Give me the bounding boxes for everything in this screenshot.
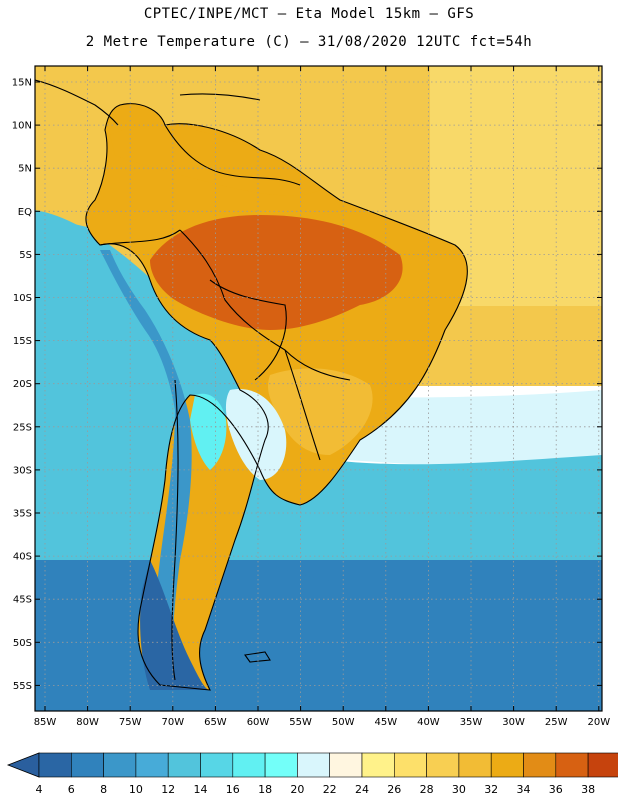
coastline-central-america [35,79,119,126]
lat-tick-label: 35S [13,509,32,520]
lon-tick-label: 25W [545,717,568,728]
lon-tick-label: 85W [34,717,57,728]
colorbar-swatch [167,752,201,778]
lat-tick-label: 5S [19,250,32,261]
colorbar-label: 32 [484,783,498,796]
colorbar-label: 28 [420,783,434,796]
colorbar-label: 26 [387,783,401,796]
lon-tick-label: 50W [332,717,355,728]
colorbar-swatch [297,752,330,778]
border-argentina-chile [171,379,179,681]
lat-tick-label: EQ [18,207,32,218]
colorbar-swatch [393,752,427,778]
colorbar-swatch [103,752,137,778]
lon-tick-label: 65W [204,717,227,728]
border-brazil-south [284,349,321,461]
coastline-caribbean [179,93,261,101]
lon-tick-label: 60W [247,717,270,728]
colorbar-swatch [200,752,234,778]
colorbar-label: 16 [226,783,240,796]
land-mild-south-brazil [268,368,373,455]
colorbar-swatch [523,752,557,778]
lon-tick-label: 75W [119,717,142,728]
colorbar: 4 6 8 10 12 14 16 18 20 22 24 26 28 30 32 34 36 38 [6,752,618,796]
colorbar-swatch [587,752,618,778]
ocean-pacific-cool [35,215,170,560]
colorbar-label: 18 [258,783,272,796]
colorbar-swatch [458,752,492,778]
lon-tick-label: 55W [289,717,312,728]
colorbar-label: 24 [355,783,369,796]
lon-tick-label: 45W [374,717,397,728]
colorbar-under-arrow [6,752,40,778]
lon-tick-label: 30W [502,717,525,728]
lat-tick-label: 10N [12,121,32,132]
colorbar-swatch [361,752,395,778]
colorbar-swatch [426,752,460,778]
lon-tick-label: 20W [587,717,610,728]
chart-title-line1: CPTEC/INPE/MCT – Eta Model 15km – GFS [143,6,475,22]
colorbar-swatch [329,752,363,778]
land-cool-chaco [190,393,227,470]
chart-title-line2: 2 Metre Temperature (C) – 31/08/2020 12U… [85,34,533,50]
colorbar-label: 12 [161,783,175,796]
coastline-south-america [85,103,468,691]
coastlines [35,79,468,691]
graticule [35,66,602,711]
lat-tick-label: 15S [13,336,32,347]
colorbar-label: 20 [290,783,304,796]
ocean-cold-southeast [260,560,602,711]
colorbar-label: 4 [36,783,43,796]
border-bolivia [209,279,287,381]
colorbar-label: 36 [549,783,563,796]
border-venezuela [164,124,301,186]
lat-tick-label: 5N [18,164,32,175]
lat-tick-label: 25S [13,422,32,433]
map-field [35,66,602,711]
map-axes: 15N 10N 5N EQ 5S 10S 15S 20S 25S 30S 35S 40S 45S 50S 5… [12,66,610,728]
lat-tick-label: 45S [13,595,32,606]
lat-tick-label: 15N [12,78,32,89]
lon-tick-label: 70W [161,717,184,728]
colorbar-label: 22 [323,783,337,796]
border-brazil-west [179,229,351,381]
colorbar-label: 38 [581,783,595,796]
coastline-falklands [244,651,271,663]
colorbar-label: 10 [129,783,143,796]
colorbar-swatch [555,752,589,778]
lat-tick-label: 50S [13,638,32,649]
land-patagonia [140,560,210,690]
lat-tick-label: 10S [13,293,32,304]
colorbar-label: 34 [517,783,531,796]
land-andes [100,250,192,680]
lat-tick-label: 40S [13,552,32,563]
land-hot-amazon [150,215,403,330]
lon-tick-label: 40W [417,717,440,728]
map-frame [34,65,603,712]
colorbar-label: 8 [100,783,107,796]
colorbar-label: 14 [194,783,208,796]
colorbar-swatch [264,752,298,778]
colorbar-swatch [38,752,72,778]
colorbar-swatch [490,752,524,778]
border-peru [99,229,181,246]
land-pale-pampas [225,389,287,480]
lon-tick-label: 35W [460,717,483,728]
colorbar-label: 30 [452,783,466,796]
lon-tick-label: 80W [76,717,99,728]
colorbar-label: 6 [68,783,75,796]
lat-tick-label: 30S [13,465,32,476]
lat-tick-label: 55S [13,681,32,692]
colorbar-swatch [232,752,266,778]
colorbar-swatch [135,752,169,778]
colorbar-swatch [71,752,104,778]
lat-tick-label: 20S [13,379,32,390]
